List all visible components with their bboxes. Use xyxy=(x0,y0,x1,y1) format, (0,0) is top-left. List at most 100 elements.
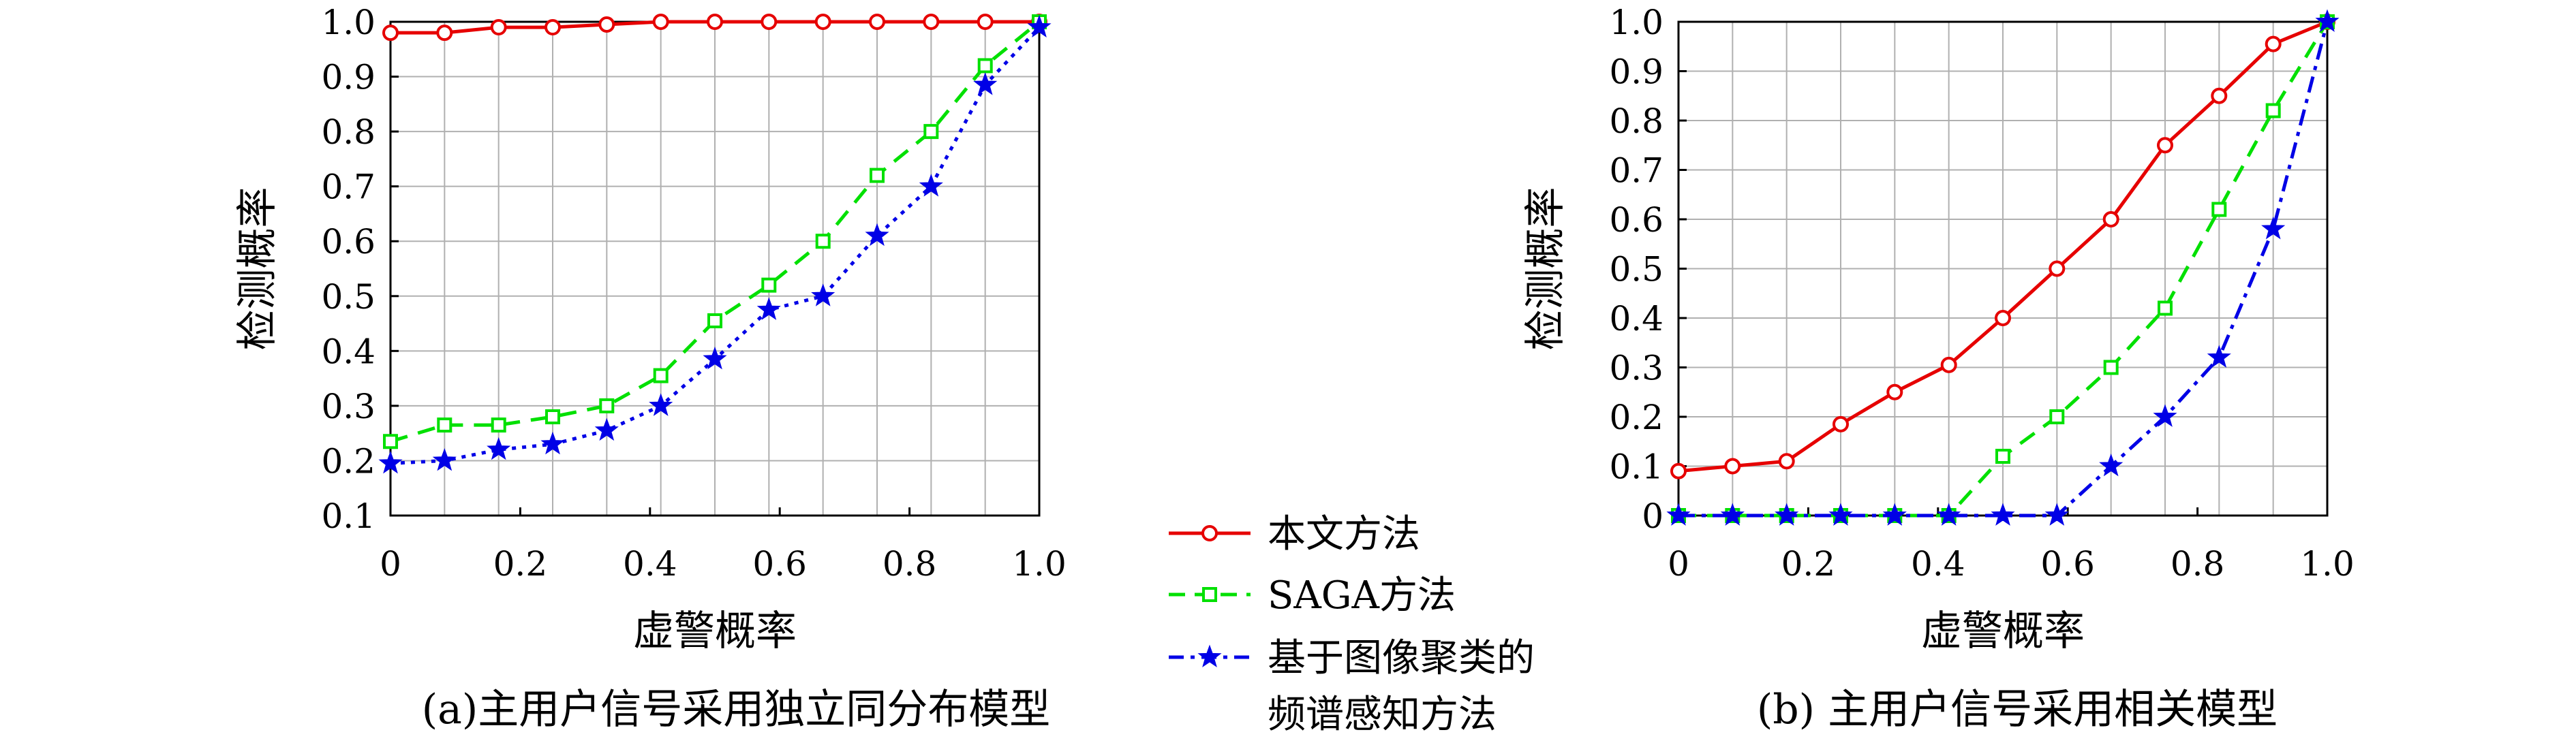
data-point-0 xyxy=(814,14,831,30)
legend-label-1: SAGA方法 xyxy=(1268,573,1456,618)
y-tick-label: 0.5 xyxy=(321,277,375,317)
data-point-0 xyxy=(2102,211,2119,227)
data-point-0 xyxy=(1995,310,2011,326)
panel-caption: (b) 主用户信号采用相关模型 xyxy=(1757,686,2278,733)
data-point-0 xyxy=(923,14,940,30)
y-axis-label: 检测概率 xyxy=(234,187,281,351)
data-point-0 xyxy=(1886,383,1903,400)
data-point-2 xyxy=(2153,404,2177,427)
data-point-1 xyxy=(653,368,669,383)
x-axis-label: 虚警概率 xyxy=(633,607,797,655)
y-tick-label: 0.5 xyxy=(1609,250,1663,289)
x-tick-label: 0.4 xyxy=(623,544,677,584)
data-point-0 xyxy=(869,14,885,30)
data-point-1 xyxy=(2103,360,2119,375)
data-point-1 xyxy=(2265,103,2281,118)
legend-marker-2 xyxy=(1197,644,1222,667)
y-tick-label: 0.7 xyxy=(1609,151,1663,191)
x-tick-label: 0.6 xyxy=(752,544,807,584)
data-point-0 xyxy=(1778,453,1795,470)
legend-marker-0 xyxy=(1201,525,1218,541)
y-tick-label: 0.3 xyxy=(321,387,375,426)
x-tick-label: 0.8 xyxy=(2171,544,2225,584)
data-point-0 xyxy=(436,25,453,42)
data-point-2 xyxy=(649,393,673,416)
x-tick-label: 0.6 xyxy=(2040,544,2095,584)
y-tick-label: 0.1 xyxy=(1609,447,1663,487)
data-point-1 xyxy=(545,409,560,424)
y-tick-label: 0.6 xyxy=(1609,200,1663,240)
y-tick-label: 0.9 xyxy=(1609,52,1663,92)
x-tick-label: 0.4 xyxy=(1911,544,1965,584)
data-point-0 xyxy=(598,16,615,33)
data-point-0 xyxy=(977,14,994,30)
y-tick-label: 0.9 xyxy=(321,58,375,97)
data-point-0 xyxy=(2211,87,2228,104)
y-tick-label: 1.0 xyxy=(321,3,375,42)
data-point-2 xyxy=(594,417,619,441)
data-point-2 xyxy=(487,437,511,460)
data-point-2 xyxy=(2207,345,2231,368)
data-point-2 xyxy=(432,447,457,471)
x-axis-label: 虚警概率 xyxy=(1921,607,2085,655)
data-point-0 xyxy=(545,19,561,36)
y-tick-label: 0.4 xyxy=(321,332,375,371)
data-point-2 xyxy=(1937,503,1961,526)
data-point-2 xyxy=(2315,9,2340,32)
data-point-2 xyxy=(2099,454,2123,477)
data-point-2 xyxy=(378,451,403,474)
panel-caption: (a)主用户信号采用独立同分布模型 xyxy=(422,686,1051,733)
data-point-0 xyxy=(2049,260,2066,277)
data-point-2 xyxy=(919,174,943,197)
data-point-1 xyxy=(2211,202,2227,217)
legend-label-2-line-0: 基于图像聚类的 xyxy=(1268,636,1535,680)
x-tick-label: 1.0 xyxy=(1012,544,1067,584)
data-point-2 xyxy=(2044,503,2069,526)
data-point-2 xyxy=(756,297,781,320)
data-point-1 xyxy=(1995,449,2010,464)
data-point-1 xyxy=(815,234,831,249)
data-point-1 xyxy=(923,124,939,140)
data-point-1 xyxy=(977,58,993,74)
y-tick-label: 0.8 xyxy=(321,112,375,152)
x-tick-label: 0 xyxy=(1668,544,1689,584)
data-point-0 xyxy=(1670,462,1687,479)
chart-panel-1: 0 0.1 0.2 0.3 0.4 0.5 0.6 0.7 0.8 0.9 1.0 0 0.2 0.4 0.… xyxy=(1522,3,2355,733)
data-point-0 xyxy=(652,14,669,30)
data-point-2 xyxy=(2261,217,2286,240)
y-tick-label: 0.6 xyxy=(321,222,375,262)
data-point-0 xyxy=(707,14,723,30)
data-point-2 xyxy=(1991,503,2015,526)
data-point-0 xyxy=(2157,137,2173,154)
data-point-0 xyxy=(490,19,507,36)
data-point-1 xyxy=(2049,409,2065,424)
y-tick-label: 0 xyxy=(1642,496,1663,536)
data-point-0 xyxy=(761,14,778,30)
chart-panel-0: 0.1 0.2 0.3 0.4 0.5 0.6 0.7 0.8 0.9 1.0 0 0.2 0.4 0.6… xyxy=(234,3,1067,733)
y-axis-label: 检测概率 xyxy=(1522,187,1569,351)
x-tick-label: 0.2 xyxy=(1781,544,1836,584)
data-point-0 xyxy=(1724,458,1741,475)
x-tick-label: 0.2 xyxy=(493,544,548,584)
data-point-2 xyxy=(1828,503,1853,526)
data-point-1 xyxy=(599,398,615,413)
data-point-2 xyxy=(973,72,998,95)
data-point-1 xyxy=(383,434,398,449)
data-point-2 xyxy=(811,283,835,306)
x-tick-label: 0 xyxy=(380,544,401,584)
data-point-2 xyxy=(1666,503,1691,526)
y-tick-label: 0.4 xyxy=(1609,299,1663,338)
y-tick-label: 0.7 xyxy=(321,168,375,207)
data-point-2 xyxy=(703,346,727,370)
legend-marker-1 xyxy=(1202,587,1217,602)
data-point-1 xyxy=(437,417,453,433)
x-tick-label: 0.8 xyxy=(883,544,937,584)
y-tick-label: 0.3 xyxy=(1609,349,1663,388)
data-point-2 xyxy=(540,431,565,455)
data-point-2 xyxy=(1775,503,1799,526)
data-point-2 xyxy=(1720,503,1745,526)
data-point-0 xyxy=(1940,356,1957,373)
data-point-1 xyxy=(761,277,777,293)
